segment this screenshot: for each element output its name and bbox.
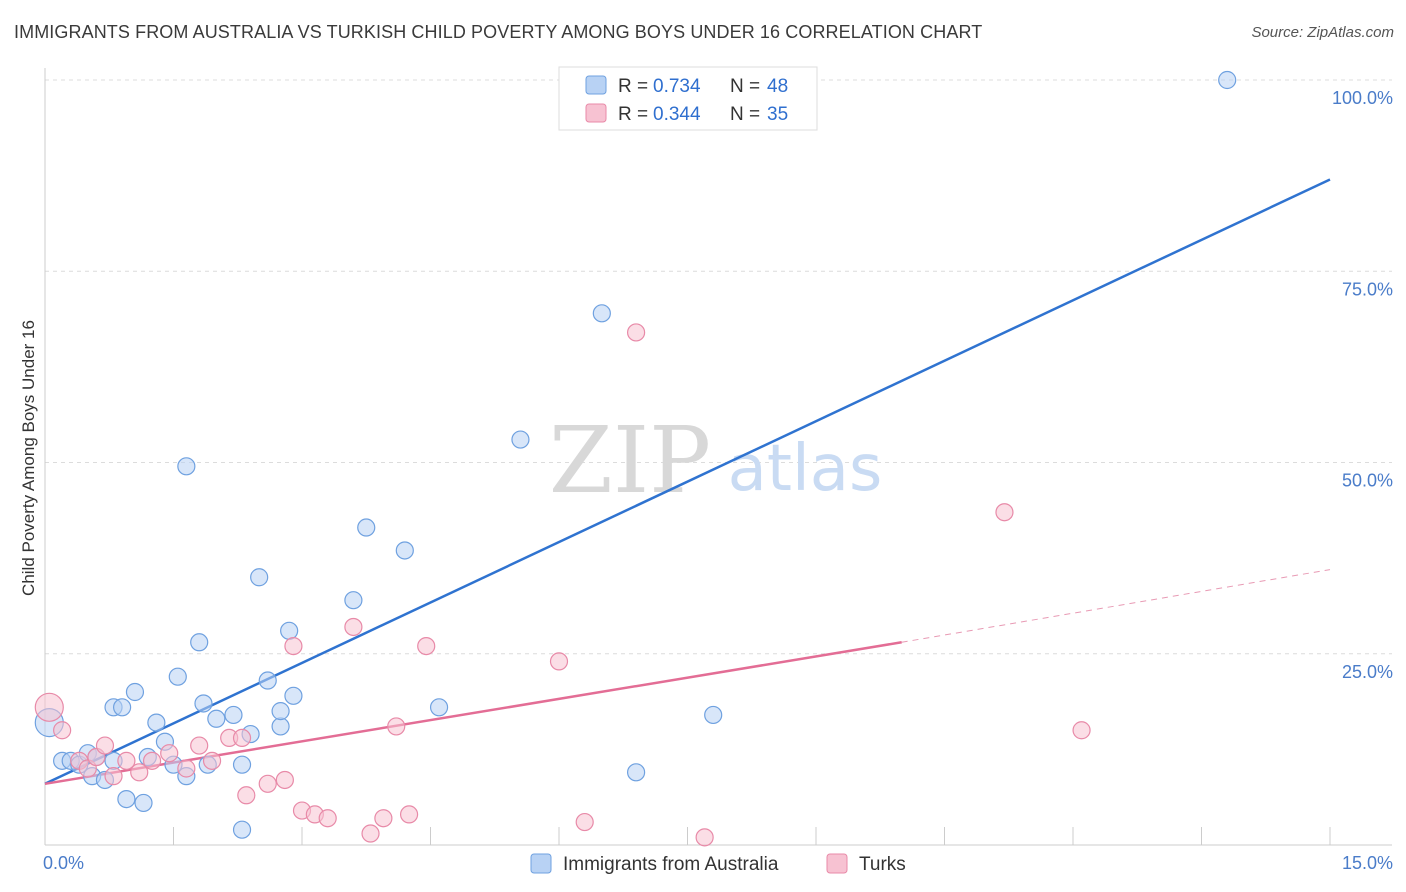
x-tick-label-max: 15.0% [1342,853,1393,873]
y-tick-label-3: 100.0% [1332,88,1393,108]
legend-r-label-2: R = [618,104,648,125]
legend-r-value-2: 0.344 [653,104,701,125]
turks-point-34 [1072,721,1091,740]
chart-title: IMMIGRANTS FROM AUSTRALIA VS TURKISH CHI… [14,22,983,42]
turks-point-0 [34,692,64,722]
y-tick-label-0: 25.0% [1342,662,1393,682]
australia-point-38 [429,698,449,717]
australia-point-11 [117,789,136,809]
australia-point-24 [207,709,226,728]
australia-point-10 [112,698,132,717]
turks-point-16 [237,786,256,805]
grid-lines [45,79,1392,655]
trend-lines [44,178,1331,786]
australia-point-37 [395,541,414,560]
series-label-australia: Immigrants from Australia [563,854,779,875]
legend-r-label-1: R = [618,76,648,97]
australia-point-26 [232,755,252,774]
australia-point-30 [258,671,277,690]
turks-point-33 [995,503,1014,522]
turks-point-1 [53,721,72,740]
australia-point-32 [271,702,290,721]
y-tick-label-2: 75.0% [1342,279,1393,299]
turks-point-23 [344,617,363,637]
australia-point-40 [592,304,611,323]
turks-point-11 [177,759,196,778]
australia-trend-line [44,178,1331,785]
turks-point-8 [130,763,149,782]
x-tick-label-min: 0.0% [43,853,84,873]
turks-point-32 [695,828,714,847]
turks-point-9 [142,751,162,770]
australia-point-39 [511,430,530,449]
australia-point-13 [134,793,153,813]
australia-point-27 [232,820,252,839]
turks-point-26 [387,717,406,736]
australia-point-35 [344,591,363,610]
australia-point-41 [626,763,646,782]
turks-point-27 [399,805,419,824]
turks-point-22 [318,809,337,828]
turks-point-30 [575,812,594,832]
legend-swatch-turks [585,103,607,123]
turks-point-15 [232,728,252,748]
legend-n-label-1: N = [730,76,760,97]
australia-point-34 [284,686,303,705]
australia-point-42 [704,705,723,725]
turks-point-13 [202,751,222,770]
turks-point-7 [117,751,136,770]
watermark-zip: ZIP [549,407,711,514]
legend-swatch-australia [585,75,607,95]
australia-point-12 [125,682,145,702]
australia-point-20 [177,457,196,476]
legend-n-label-2: N = [730,104,760,125]
series-swatch-turks [826,853,848,874]
watermark-atlas: atlas [728,432,883,506]
turks-point-17 [258,774,277,793]
data-points [34,70,1237,847]
australia-point-36 [357,518,376,537]
turks-point-25 [374,809,393,828]
turks-point-6 [104,767,123,786]
turks-trend-extension [901,569,1331,643]
australia-point-29 [250,568,269,587]
turks-point-5 [95,736,115,755]
series-swatch-australia [530,853,552,874]
legend-n-value-1: 48 [767,76,788,97]
australia-point-33 [280,621,299,640]
turks-point-28 [417,636,436,656]
turks-point-18 [275,770,294,790]
legend: R = 0.734 N = 48 R = 0.344 N = 35 [558,66,818,131]
australia-point-25 [224,705,243,725]
turks-point-31 [626,323,646,342]
australia-point-15 [147,713,166,732]
australia-point-21 [190,633,209,652]
turks-point-19 [284,636,303,656]
australia-point-22 [194,694,213,713]
turks-point-24 [361,824,380,843]
turks-point-29 [549,652,569,671]
australia-point-43 [1218,70,1237,90]
y-tick-label-1: 50.0% [1342,471,1393,491]
y-axis-label: Child Poverty Among Boys Under 16 [19,320,38,596]
australia-point-18 [168,667,187,686]
australia-point-31 [271,717,290,736]
legend-n-value-2: 35 [767,104,788,125]
tick-labels: 25.0% 50.0% 75.0% 100.0% 0.0% 15.0% [43,88,1393,873]
series-legend: Immigrants from Australia Turks [530,853,906,875]
turks-point-12 [190,736,209,755]
source-label: Source: ZipAtlas.com [1251,24,1394,41]
series-label-turks: Turks [859,854,906,875]
legend-r-value-1: 0.734 [653,76,701,97]
turks-point-10 [160,744,179,763]
